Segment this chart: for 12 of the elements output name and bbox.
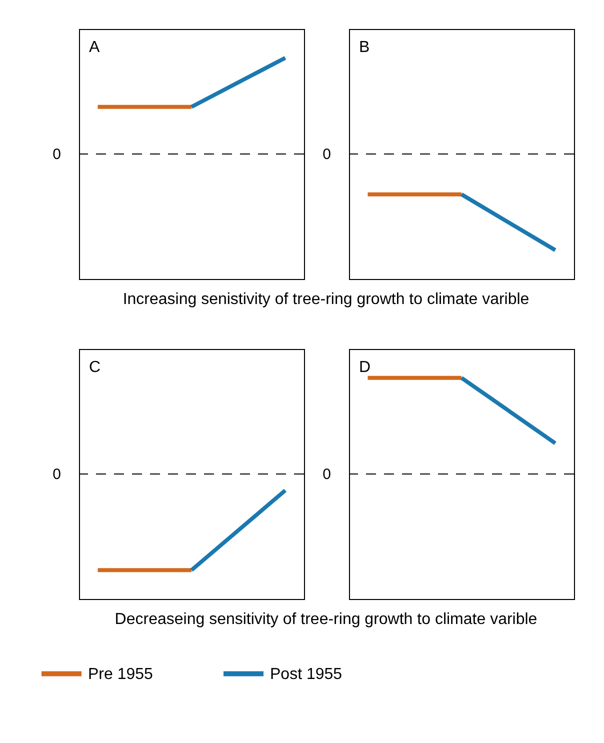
ref-line-label: 0 [322, 146, 331, 163]
legend-label: Post 1955 [270, 666, 342, 683]
text: Increasing senistivity of tree-ring growth to climate varible [122, 291, 530, 308]
ref-line-label: 0 [322, 466, 331, 483]
chart-title: B [359, 39, 370, 56]
chart-title: D [359, 359, 371, 376]
chart-title: A [89, 39, 100, 56]
text: Decreaseing sensitivity of tree-ring growth to climate varible [114, 611, 538, 628]
ref-line-label: 0 [52, 466, 61, 483]
legend-label: Pre 1955 [88, 666, 154, 683]
ref-line-label: 0 [52, 146, 61, 163]
chart-title: C [89, 359, 101, 376]
